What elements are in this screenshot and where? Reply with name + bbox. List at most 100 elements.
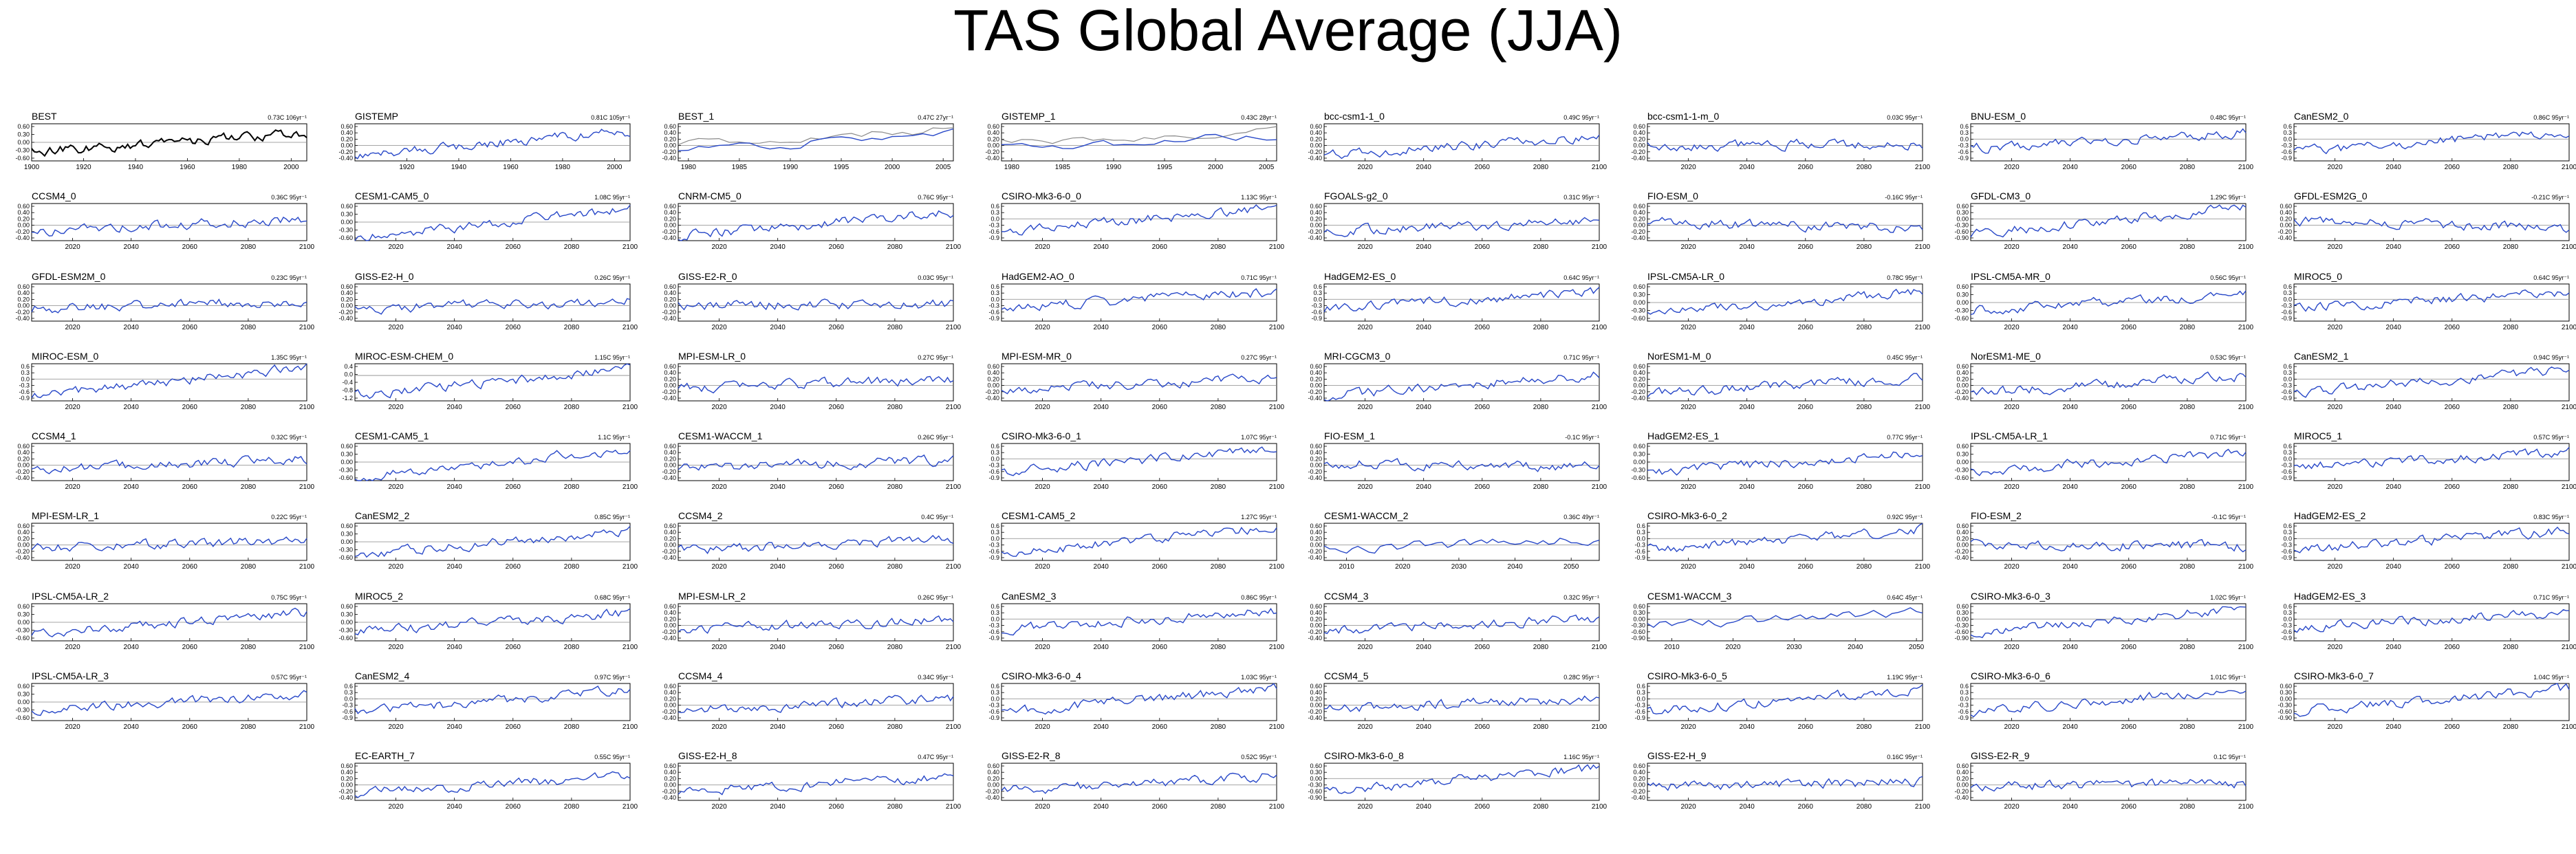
y-tick-label: 0.3	[1960, 689, 1969, 696]
y-tick-label: 0.20	[17, 215, 30, 222]
y-tick-label: -0.3	[988, 462, 999, 469]
y-tick-label: -0.20	[1308, 708, 1322, 715]
x-tick-label: 2040	[124, 243, 140, 251]
y-tick-label: -0.60	[1954, 315, 1969, 322]
x-tick-label: 2020	[1035, 563, 1050, 571]
x-tick-label: 2040	[770, 243, 786, 251]
series-line	[1970, 606, 2247, 639]
series-line	[1970, 690, 2247, 718]
y-tick-label: -0.6	[1958, 708, 1969, 715]
y-tick-label: 0.20	[664, 296, 676, 303]
x-tick-label: 2005	[1259, 164, 1275, 171]
y-tick-label: -0.40	[1308, 234, 1322, 241]
x-tick-label: 1995	[1157, 164, 1173, 171]
panel-trend-label: 0.64C 95yr⁻¹	[2533, 274, 2569, 281]
x-tick-label: 2100	[2238, 483, 2254, 491]
y-tick-label: 0.3	[21, 369, 30, 376]
y-tick-label: 0.00	[1310, 775, 1322, 782]
series-line	[354, 204, 631, 241]
y-tick-label: 0.40	[1956, 529, 1969, 536]
y-tick-label: 0.40	[17, 289, 30, 296]
y-tick-label: 0.40	[1633, 129, 1645, 136]
x-tick-label: 2100	[1915, 803, 1931, 811]
x-tick-label: 2100	[946, 404, 962, 411]
panel-title: CanESM2_1	[2294, 351, 2349, 362]
y-tick-label: -0.9	[1634, 554, 1645, 561]
y-tick-label: -0.20	[1954, 388, 1969, 395]
y-tick-label: -0.60	[338, 474, 353, 481]
y-tick-label: -0.20	[1631, 388, 1645, 395]
x-tick-label: 2060	[1798, 243, 1814, 251]
y-tick-label: 0.60	[664, 603, 676, 610]
x-tick-label: 2100	[2238, 243, 2254, 251]
y-tick-label: 0.3	[2283, 609, 2292, 616]
panel-CSIRO-Mk3-6-0_7: CSIRO-Mk3-6-0_7 1.04C 95yr⁻¹0.600.300.00-…	[2277, 670, 2576, 731]
x-tick-label: 2020	[388, 404, 404, 411]
y-tick-label: -0.40	[1631, 234, 1645, 241]
x-tick-label: 2100	[946, 324, 962, 331]
x-tick-label: 2100	[946, 243, 962, 251]
x-tick-label: 2060	[182, 644, 198, 651]
y-tick-label: -0.3	[988, 622, 999, 629]
panel-HadGEM2-ES_3: HadGEM2-ES_3 0.71C 95yr⁻¹0.60.30.0-0.3-0.…	[2281, 591, 2576, 651]
panel-trend-label: 1.08C 95yr⁻¹	[594, 194, 630, 201]
x-tick-label: 2020	[1680, 483, 1696, 491]
panel-trend-label: 1.15C 95yr⁻¹	[594, 354, 630, 361]
x-tick-label: 2060	[1798, 404, 1814, 411]
x-tick-label: 2020	[1680, 723, 1696, 731]
panel-CSIRO-Mk3-6-0_5: CSIRO-Mk3-6-0_5 1.19C 95yr⁻¹ 0.60.30.0-0.3…	[1634, 670, 1930, 731]
y-tick-label: 0.60	[1633, 203, 1645, 210]
y-tick-label: 0.40	[340, 129, 353, 136]
x-tick-label: 2060	[2445, 243, 2460, 251]
x-tick-label: 2000	[283, 164, 299, 171]
y-tick-label: 0.20	[1633, 215, 1645, 222]
x-tick-label: 2080	[2180, 803, 2196, 811]
plot-frame	[1323, 283, 1600, 322]
panel-CanESM2_1: CanESM2_1 0.94C 95yr⁻¹ 0.60.30.0-0.3-0.6-0…	[2281, 351, 2576, 411]
series-line	[1323, 614, 1600, 635]
x-tick-label: 2040	[1094, 483, 1110, 491]
panel-title: CCSM4_1	[32, 430, 76, 441]
x-tick-label: 2080	[564, 644, 580, 651]
x-tick-label: 2020	[2327, 644, 2343, 651]
panel-GISS-E2-R_9: GISS-E2-R_9 0.1C 95yr⁻¹0.600.400.200.00-0…	[1954, 750, 2253, 811]
y-tick-label: -0.60	[15, 635, 30, 642]
panel-trend-label: 0.81C 105yr⁻¹	[591, 114, 630, 121]
series-line	[1323, 287, 1600, 313]
y-tick-label: -0.9	[1958, 714, 1969, 721]
panel-trend-label: 1.16C 95yr⁻¹	[1563, 754, 1599, 760]
x-tick-label: 2080	[1857, 324, 1872, 331]
panel-title: MIROC5_1	[2294, 430, 2342, 441]
panel-CCSM4_5: CCSM4_5 0.28C 95yr⁻¹ 0.600.400.200.00-0.20…	[1308, 670, 1607, 731]
y-tick-label: -0.30	[338, 547, 353, 554]
plot-frame	[1970, 763, 2247, 801]
series-line-secondary	[1001, 126, 1277, 144]
y-tick-label: 0.00	[1633, 142, 1645, 149]
x-tick-label: 2020	[65, 404, 80, 411]
y-tick-label: 0.0	[344, 371, 353, 378]
x-tick-label: 2100	[299, 563, 315, 571]
x-tick-label: 1990	[1106, 164, 1122, 171]
series-line	[678, 298, 954, 311]
y-tick-label: 0.60	[340, 443, 353, 450]
panel-trend-label: 0.97C 95yr⁻¹	[594, 674, 630, 681]
x-tick-label: 2020	[1725, 644, 1741, 651]
y-tick-label: 0.60	[1633, 763, 1645, 769]
x-tick-label: 2060	[1798, 324, 1814, 331]
x-tick-label: 2020	[1680, 243, 1696, 251]
x-tick-label: 2100	[1592, 164, 1608, 171]
x-tick-label: 2060	[2121, 404, 2137, 411]
y-tick-label: 0.3	[991, 609, 999, 616]
x-tick-label: 2040	[2386, 324, 2402, 331]
x-tick-label: 2080	[887, 803, 903, 811]
panel-HadGEM2-ES_0: HadGEM2-ES_0 0.64C 95yr⁻¹0.60.30.0-0.3-0.…	[1311, 271, 1607, 331]
panel-title: MIROC-ESM_0	[32, 351, 98, 362]
y-tick-label: 0.40	[664, 689, 676, 696]
x-tick-label: 2080	[1533, 243, 1549, 251]
plot-frame	[1323, 683, 1600, 721]
x-tick-label: 2040	[2063, 563, 2079, 571]
y-tick-label: 0.40	[1310, 209, 1322, 216]
x-tick-label: 2100	[299, 243, 315, 251]
plot-frame	[1970, 363, 2247, 402]
panel-CCSM4_0: CCSM4_0 0.36C 95yr⁻¹ 0.600.400.200.00-0.20…	[15, 190, 314, 251]
